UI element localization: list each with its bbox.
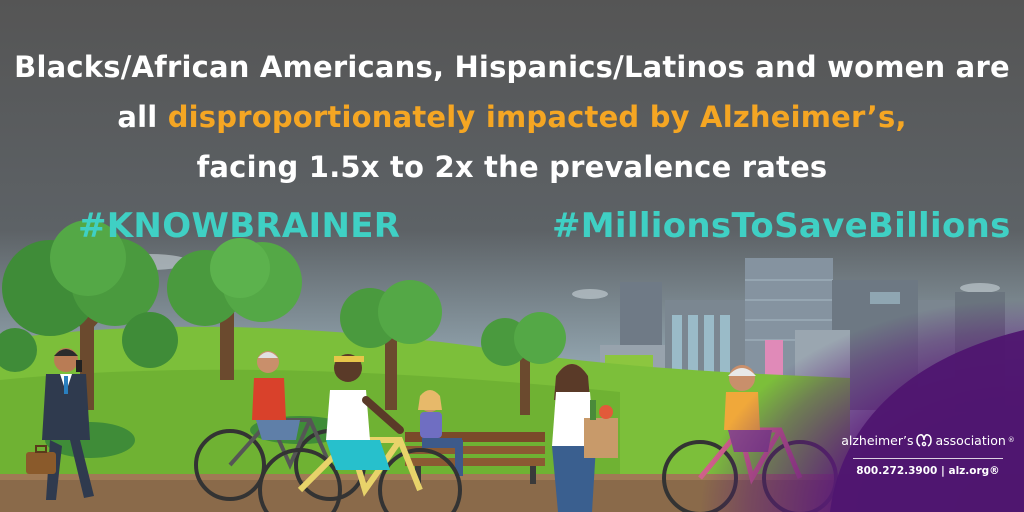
headline: Blacks/African Americans, Hispanics/Lati… [0,42,1024,192]
logo-wordmark: alzheimer’s association ® [838,430,1018,450]
briefcase-icon [26,452,56,474]
woman-with-groceries [552,364,618,512]
headline-line-2-prefix: all [117,100,168,134]
headline-highlight: disproportionately impacted by Alzheimer… [167,100,907,134]
logo-registered-mark: ® [1007,436,1015,444]
park-bench [405,432,545,484]
logo-name-right: association [935,432,1006,448]
hashtag-millions-to-save-billions: #MillionsToSaveBillions [552,206,1011,246]
logo-contact: 800.272.3900 | alz.org® [856,465,1000,477]
logo-divider [853,458,1003,459]
grocery-bag-icon [584,418,618,458]
phone-icon [76,360,82,372]
logo-name-left: alzheimer’s [841,432,914,448]
cyclist-woman [258,354,462,512]
alz-purple-logo-icon [916,434,933,447]
hashtag-knowbrainer: #KNOWBRAINER [78,206,401,246]
trees [0,220,566,458]
headline-line-2: all disproportionately impacted by Alzhe… [0,92,1024,142]
headline-line-3: facing 1.5x to 2x the prevalence rates [196,150,828,184]
person-sitting-on-bench [418,390,463,476]
alzheimers-association-logo: alzheimer’s association ® 800.272.3900 | … [838,430,1018,500]
businessman-on-phone [26,348,94,500]
headline-line-1: Blacks/African Americans, Hispanics/Lati… [14,50,1010,84]
